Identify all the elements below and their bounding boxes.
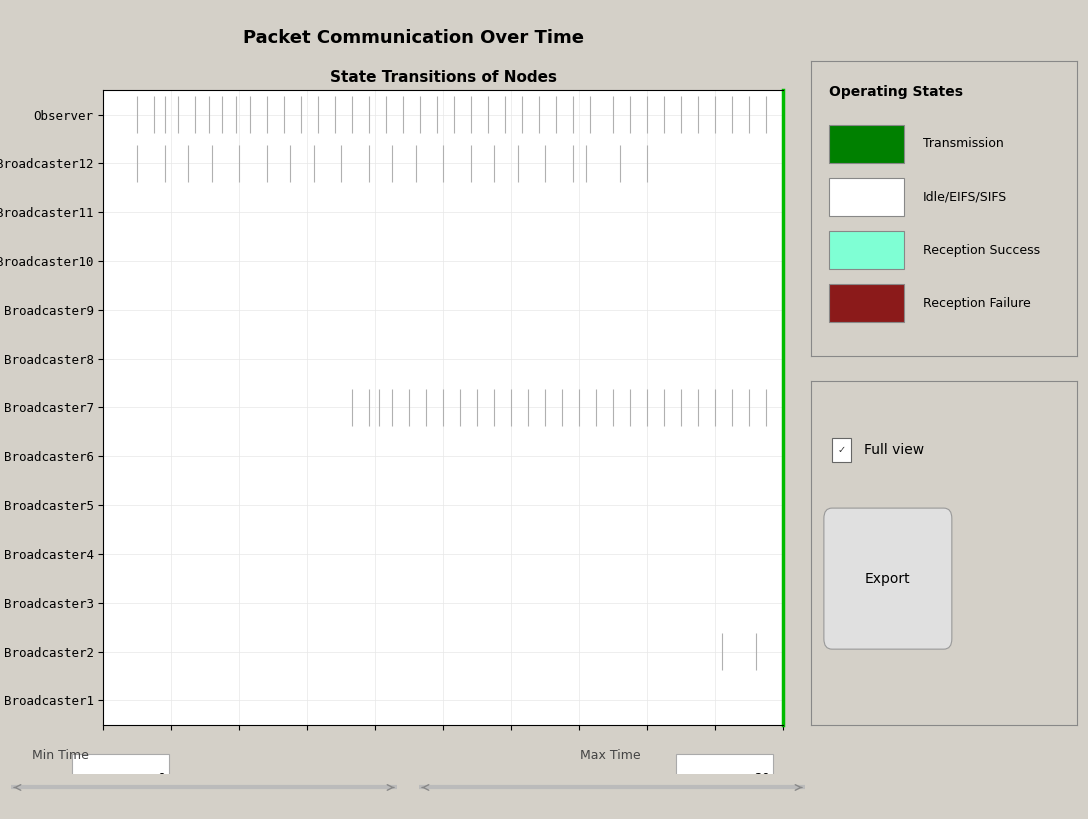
Text: Max Time: Max Time [580,749,641,762]
Title: State Transitions of Nodes: State Transitions of Nodes [330,70,557,84]
Text: Reception Failure: Reception Failure [923,296,1030,310]
FancyBboxPatch shape [832,437,851,462]
X-axis label: Time (seconds): Time (seconds) [391,753,496,767]
FancyBboxPatch shape [829,231,904,269]
FancyBboxPatch shape [829,124,904,163]
Text: Idle/EIFS/SIFS: Idle/EIFS/SIFS [923,191,1006,204]
FancyBboxPatch shape [73,754,169,803]
FancyBboxPatch shape [677,754,772,803]
Text: Operating States: Operating States [829,85,963,99]
Text: Packet Communication Over Time: Packet Communication Over Time [243,29,584,47]
Text: Min Time: Min Time [33,749,89,762]
Text: Full view: Full view [864,442,924,457]
Text: Transmission: Transmission [923,138,1003,151]
Text: 0: 0 [157,771,165,785]
Text: Reception Success: Reception Success [923,243,1040,256]
Text: Export: Export [865,572,911,586]
FancyBboxPatch shape [829,284,904,323]
FancyBboxPatch shape [824,508,952,649]
Text: 20: 20 [755,771,770,785]
FancyBboxPatch shape [829,178,904,216]
Text: ✓: ✓ [837,445,845,455]
